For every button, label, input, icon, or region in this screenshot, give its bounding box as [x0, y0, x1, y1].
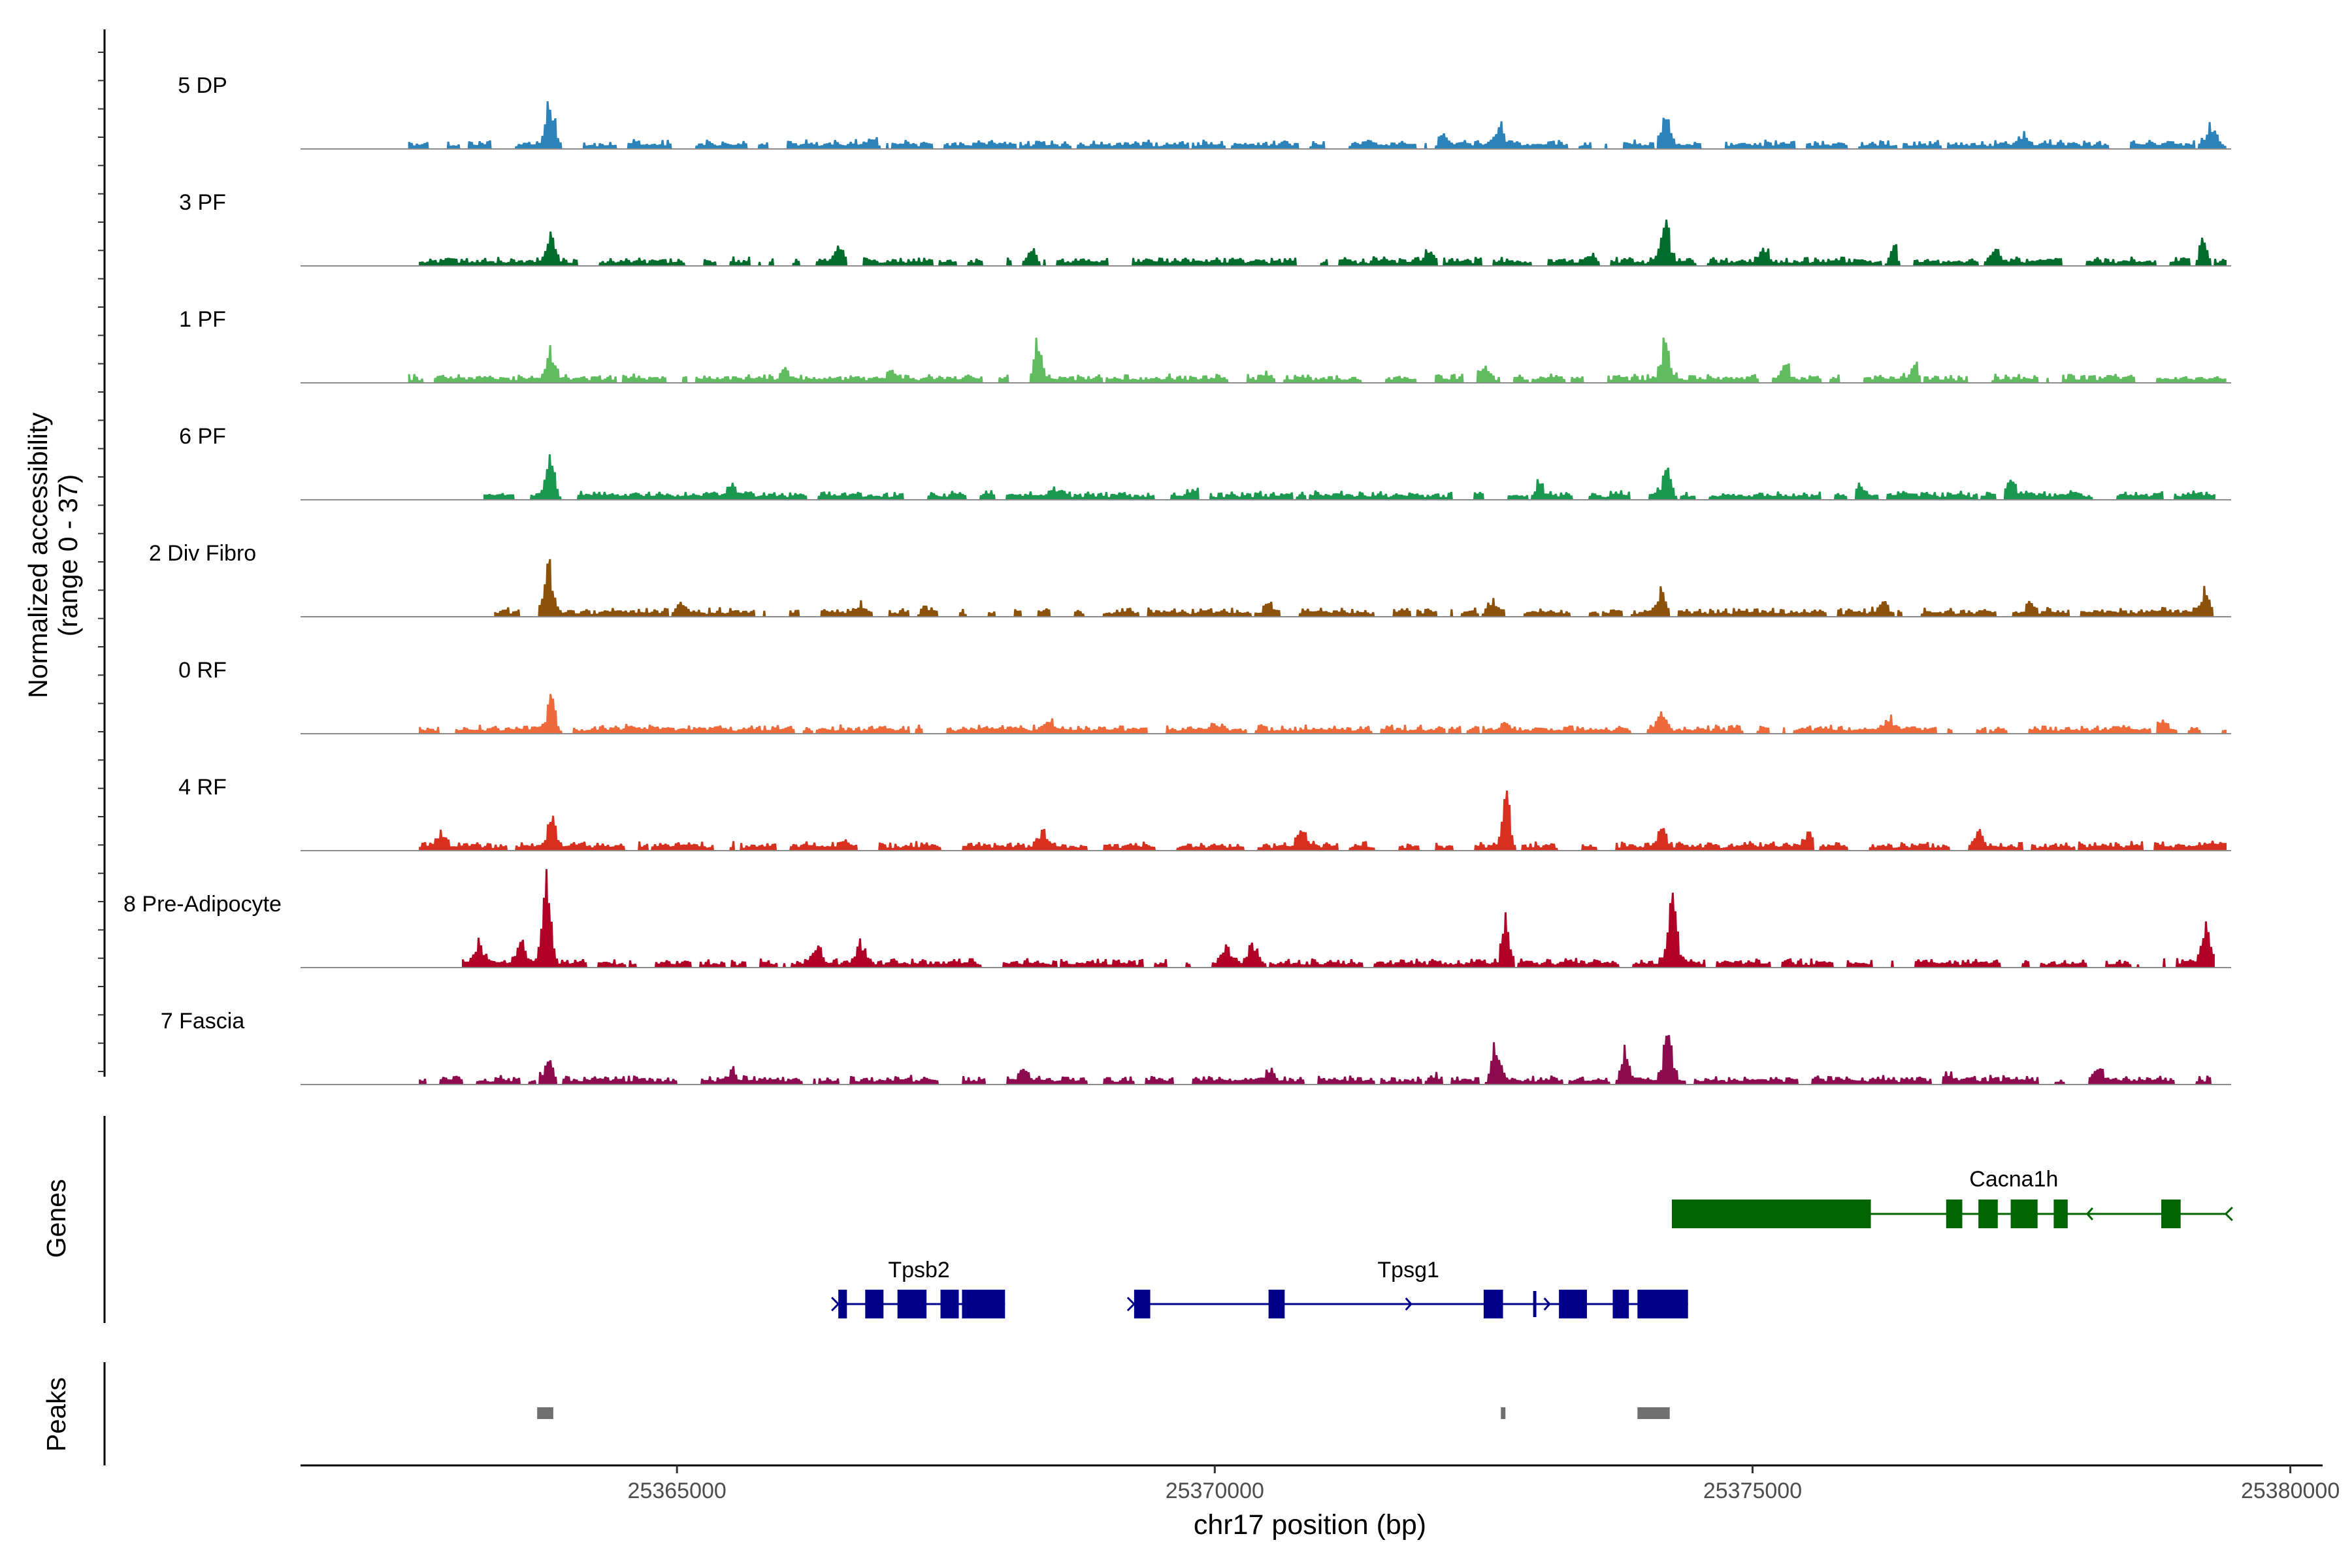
track-5-dp: 5 DP: [178, 73, 2231, 150]
track-7-fascia: 7 Fascia: [161, 1009, 2231, 1085]
gene-label: Cacna1h: [1969, 1167, 2058, 1192]
track-label: 3 PF: [179, 190, 226, 215]
track-label: 1 PF: [179, 307, 226, 332]
x-tick-label: 25370000: [1166, 1478, 1264, 1503]
gene-cacna1h: Cacna1h: [1672, 1167, 2233, 1228]
track-4-rf: 4 RF: [178, 775, 2231, 851]
gene-label: Tpsg1: [1377, 1258, 1439, 1282]
exon: [962, 1290, 1005, 1318]
track-8-pre-adipocyte: 8 Pre-Adipocyte: [123, 869, 2231, 968]
coverage-tracks: 5 DP 3 PF 1 PF 6 PF 2 Div Fibro 0 RF 4 RF 8 Pre…: [123, 73, 2231, 1085]
x-axis: 25365000 25370000 25375000 25380000: [301, 1464, 2340, 1503]
exon: [1483, 1290, 1503, 1318]
strand-arrow-icon: [1543, 1298, 1551, 1311]
coverage-area: [408, 337, 2227, 383]
track-label: 8 Pre-Adipocyte: [123, 892, 282, 917]
exon: [1637, 1290, 1688, 1318]
exon: [1134, 1290, 1151, 1318]
coverage-area: [419, 694, 2227, 734]
exon: [940, 1290, 959, 1318]
y-axis: [98, 29, 106, 1077]
track-label: 6 PF: [179, 424, 226, 449]
exon: [2161, 1200, 2181, 1228]
coverage-area: [494, 559, 2227, 617]
strand-arrow-icon: [831, 1296, 840, 1312]
exon: [1268, 1290, 1285, 1318]
gene-label: Tpsb2: [888, 1258, 950, 1282]
strand-arrow-icon: [1126, 1296, 1135, 1312]
y-axis-title: Normalized accessibility: [23, 412, 53, 698]
genes-track-label: Genes: [41, 1179, 71, 1258]
exon: [2010, 1200, 2038, 1228]
exon: [1533, 1291, 1537, 1317]
exon: [1612, 1290, 1629, 1318]
track-0-rf: 0 RF: [178, 658, 2231, 734]
track-6-pf: 6 PF: [179, 424, 2231, 500]
coverage-area: [408, 101, 2227, 149]
gene-annotation-track: Cacna1h Tpsb2 Tpsg1: [103, 1116, 2233, 1323]
x-axis-title: chr17 position (bp): [1194, 1509, 1426, 1541]
coverage-area: [419, 791, 2227, 851]
x-tick-label: 25365000: [628, 1478, 727, 1503]
x-tick-label: 25380000: [2241, 1478, 2340, 1503]
peak-region: [1501, 1407, 1506, 1419]
coverage-area: [461, 869, 2215, 968]
x-tick-label: 25375000: [1703, 1478, 1802, 1503]
track-label: 2 Div Fibro: [149, 541, 256, 566]
strand-arrow-icon: [1405, 1298, 1413, 1311]
exon: [1946, 1200, 1963, 1228]
exon: [838, 1290, 847, 1318]
peak-region: [1637, 1407, 1670, 1419]
peaks-track-label: Peaks: [41, 1377, 71, 1452]
gene-tpsb2: Tpsb2: [831, 1258, 1005, 1318]
exon: [865, 1290, 884, 1318]
gene-tpsg1: Tpsg1: [1126, 1258, 1688, 1318]
track-label: 0 RF: [178, 658, 227, 683]
exon: [897, 1290, 927, 1318]
exon: [2053, 1200, 2068, 1228]
strand-arrow-icon: [2085, 1207, 2094, 1220]
y-axis-range-label: (range 0 - 37): [53, 474, 83, 636]
peak-region: [537, 1407, 553, 1419]
coverage-area: [483, 454, 2215, 500]
track-label: 5 DP: [178, 73, 227, 98]
track-label: 7 Fascia: [161, 1009, 245, 1034]
exon: [1978, 1200, 1998, 1228]
track-3-pf: 3 PF: [179, 190, 2231, 267]
strand-arrow-icon: [2224, 1206, 2233, 1222]
exon: [1559, 1290, 1587, 1318]
exon: [1672, 1200, 1871, 1228]
track-2-div-fibro: 2 Div Fibro: [149, 541, 2231, 617]
coverage-area: [419, 220, 2227, 266]
track-1-pf: 1 PF: [179, 307, 2231, 384]
peaks-track: [103, 1362, 1670, 1465]
coverage-area: [419, 1035, 2217, 1085]
track-label: 4 RF: [178, 775, 227, 800]
